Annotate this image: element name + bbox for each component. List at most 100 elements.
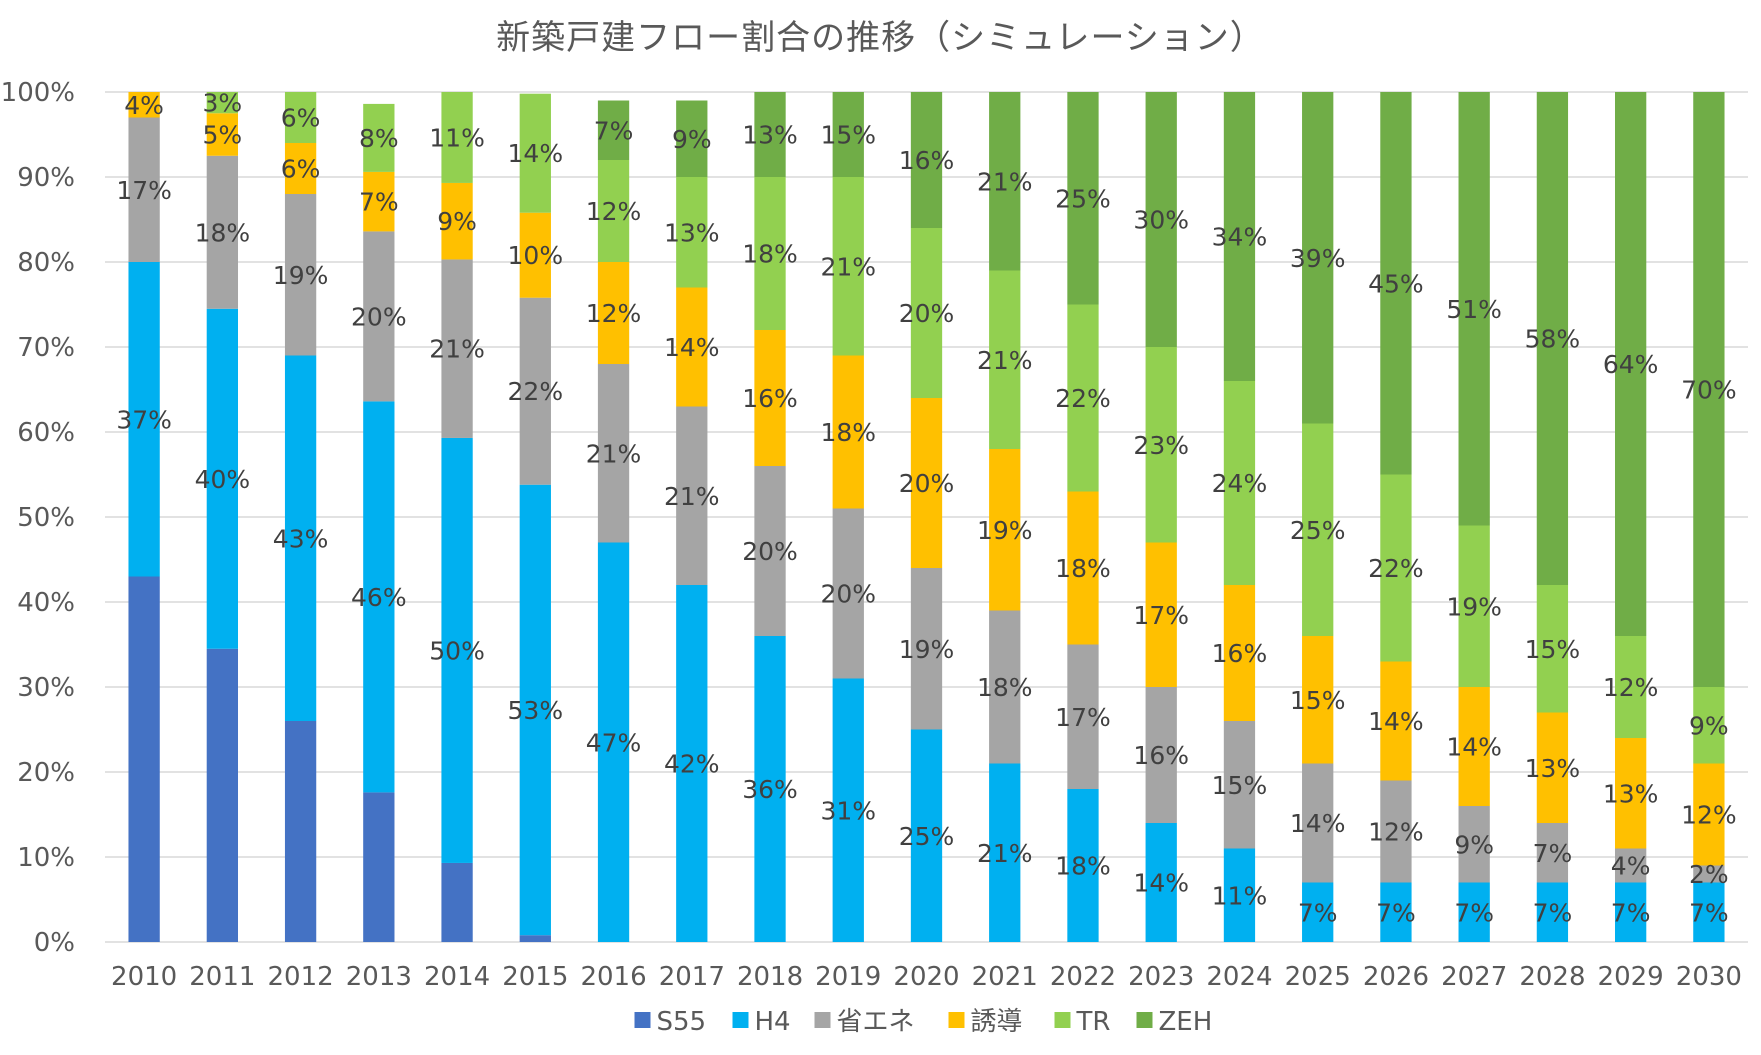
bar-segment-ZEH — [1302, 92, 1334, 424]
data-label: 15% — [1212, 771, 1268, 800]
data-label: 15% — [820, 121, 876, 150]
data-label: 7% — [1376, 898, 1416, 927]
bar-segment-省エネ — [1380, 780, 1412, 883]
data-label: 16% — [1212, 639, 1268, 668]
bar-segment-H4 — [363, 401, 395, 793]
data-label: 22% — [1055, 384, 1111, 413]
bar-segment-誘導 — [1067, 491, 1099, 645]
bar-segment-ZEH — [1380, 92, 1412, 475]
bar-segment-TR — [519, 93, 551, 213]
data-label: 47% — [586, 728, 642, 757]
data-label: 20% — [742, 537, 798, 566]
bar-segment-省エネ — [597, 364, 630, 543]
x-tick-label: 2028 — [1519, 962, 1585, 992]
data-label: 7% — [1533, 898, 1573, 927]
bar-segment-誘導 — [441, 182, 473, 260]
bar-segment-省エネ — [754, 466, 786, 636]
bar-segment-TR — [1067, 304, 1099, 492]
legend-swatch-省エネ — [814, 1012, 831, 1028]
data-label: 23% — [1133, 431, 1189, 460]
data-label: 21% — [429, 335, 485, 364]
bar-segment-TR — [676, 177, 708, 288]
bar-segment-誘導 — [910, 398, 943, 568]
bar-segment-H4 — [1145, 823, 1177, 942]
data-label: 20% — [899, 469, 955, 498]
bar-segment-省エネ — [1458, 806, 1490, 883]
data-label: 42% — [664, 750, 720, 779]
data-label: 20% — [820, 580, 876, 609]
data-label: 7% — [594, 116, 634, 145]
data-label: 21% — [664, 482, 720, 511]
bar-segment-誘導 — [1614, 738, 1647, 849]
bar-segment-省エネ — [128, 117, 160, 262]
data-label: 7% — [1689, 898, 1729, 927]
data-label: 22% — [1368, 554, 1424, 583]
data-label: 19% — [977, 516, 1033, 545]
data-label: 14% — [1133, 869, 1189, 898]
bar-segment-H4 — [1380, 882, 1412, 942]
data-label: 13% — [1525, 754, 1581, 783]
bar-segment-誘導 — [1380, 661, 1412, 781]
x-tick-label: 2017 — [659, 962, 725, 992]
legend: S55 H4 省エネ 誘導 TR ZEH — [634, 1007, 1213, 1037]
legend-swatch-ZEH — [1136, 1012, 1153, 1028]
data-label: 70% — [1681, 376, 1737, 405]
bar-segment-H4 — [989, 763, 1021, 942]
data-label: 13% — [664, 218, 720, 247]
data-label: 11% — [1212, 881, 1268, 910]
bar-segment-H4 — [1614, 882, 1647, 942]
data-label: 7% — [1611, 898, 1651, 927]
bar-segment-誘導 — [1223, 585, 1256, 721]
bar-segment-TR — [363, 103, 395, 172]
bars — [128, 92, 1725, 942]
data-label: 17% — [1055, 703, 1111, 732]
legend-swatch-TR — [1054, 1012, 1071, 1028]
data-label: 17% — [116, 176, 172, 205]
bar-segment-省エネ — [989, 610, 1021, 764]
bar-segment-H4 — [597, 542, 630, 942]
bar-segment-S55 — [363, 792, 395, 942]
bar-segment-S55 — [206, 648, 239, 942]
data-label: 6% — [281, 104, 321, 133]
data-label: 17% — [1133, 601, 1189, 630]
bar-segment-TR — [989, 270, 1021, 449]
x-tick-label: 2013 — [346, 962, 412, 992]
y-tick-label: 50% — [17, 503, 75, 533]
data-label: 30% — [1133, 206, 1189, 235]
data-label: 36% — [742, 775, 798, 804]
bar-segment-ZEH — [1223, 92, 1256, 381]
data-label: 21% — [586, 439, 642, 468]
data-label: 21% — [977, 167, 1033, 196]
bar-segment-TR — [1614, 636, 1647, 738]
bar-segment-省エネ — [1614, 848, 1647, 883]
y-tick-label: 30% — [17, 673, 75, 703]
y-tick-label: 80% — [17, 248, 75, 278]
data-label: 15% — [1290, 686, 1346, 715]
legend-label: ZEH — [1159, 1007, 1213, 1037]
bar-segment-省エネ — [1693, 865, 1725, 883]
bar-segment-H4 — [1458, 882, 1490, 942]
data-label: 7% — [1454, 898, 1494, 927]
data-label: 16% — [1133, 741, 1189, 770]
bar-segment-ZEH — [910, 92, 943, 228]
data-label: 50% — [429, 636, 485, 665]
bar-segment-S55 — [441, 862, 473, 942]
bar-segment-省エネ — [1223, 721, 1256, 849]
bar-segment-H4 — [832, 678, 864, 942]
bar-segment-誘導 — [363, 171, 395, 232]
bar-segment-H4 — [519, 484, 551, 936]
bar-segment-H4 — [284, 355, 317, 721]
bar-segment-ZEH — [1067, 92, 1099, 305]
data-label: 22% — [508, 377, 564, 406]
data-label: 19% — [899, 635, 955, 664]
bar-segment-誘導 — [519, 212, 551, 298]
data-label: 51% — [1446, 295, 1502, 324]
bar-segment-誘導 — [1145, 542, 1177, 687]
x-tick-label: 2015 — [502, 962, 568, 992]
data-label: 19% — [1446, 592, 1502, 621]
data-label: 43% — [273, 524, 329, 553]
bar-segment-省エネ — [676, 406, 708, 585]
bar-segment-H4 — [1067, 789, 1099, 942]
data-label: 45% — [1368, 269, 1424, 298]
data-label: 14% — [1446, 733, 1502, 762]
